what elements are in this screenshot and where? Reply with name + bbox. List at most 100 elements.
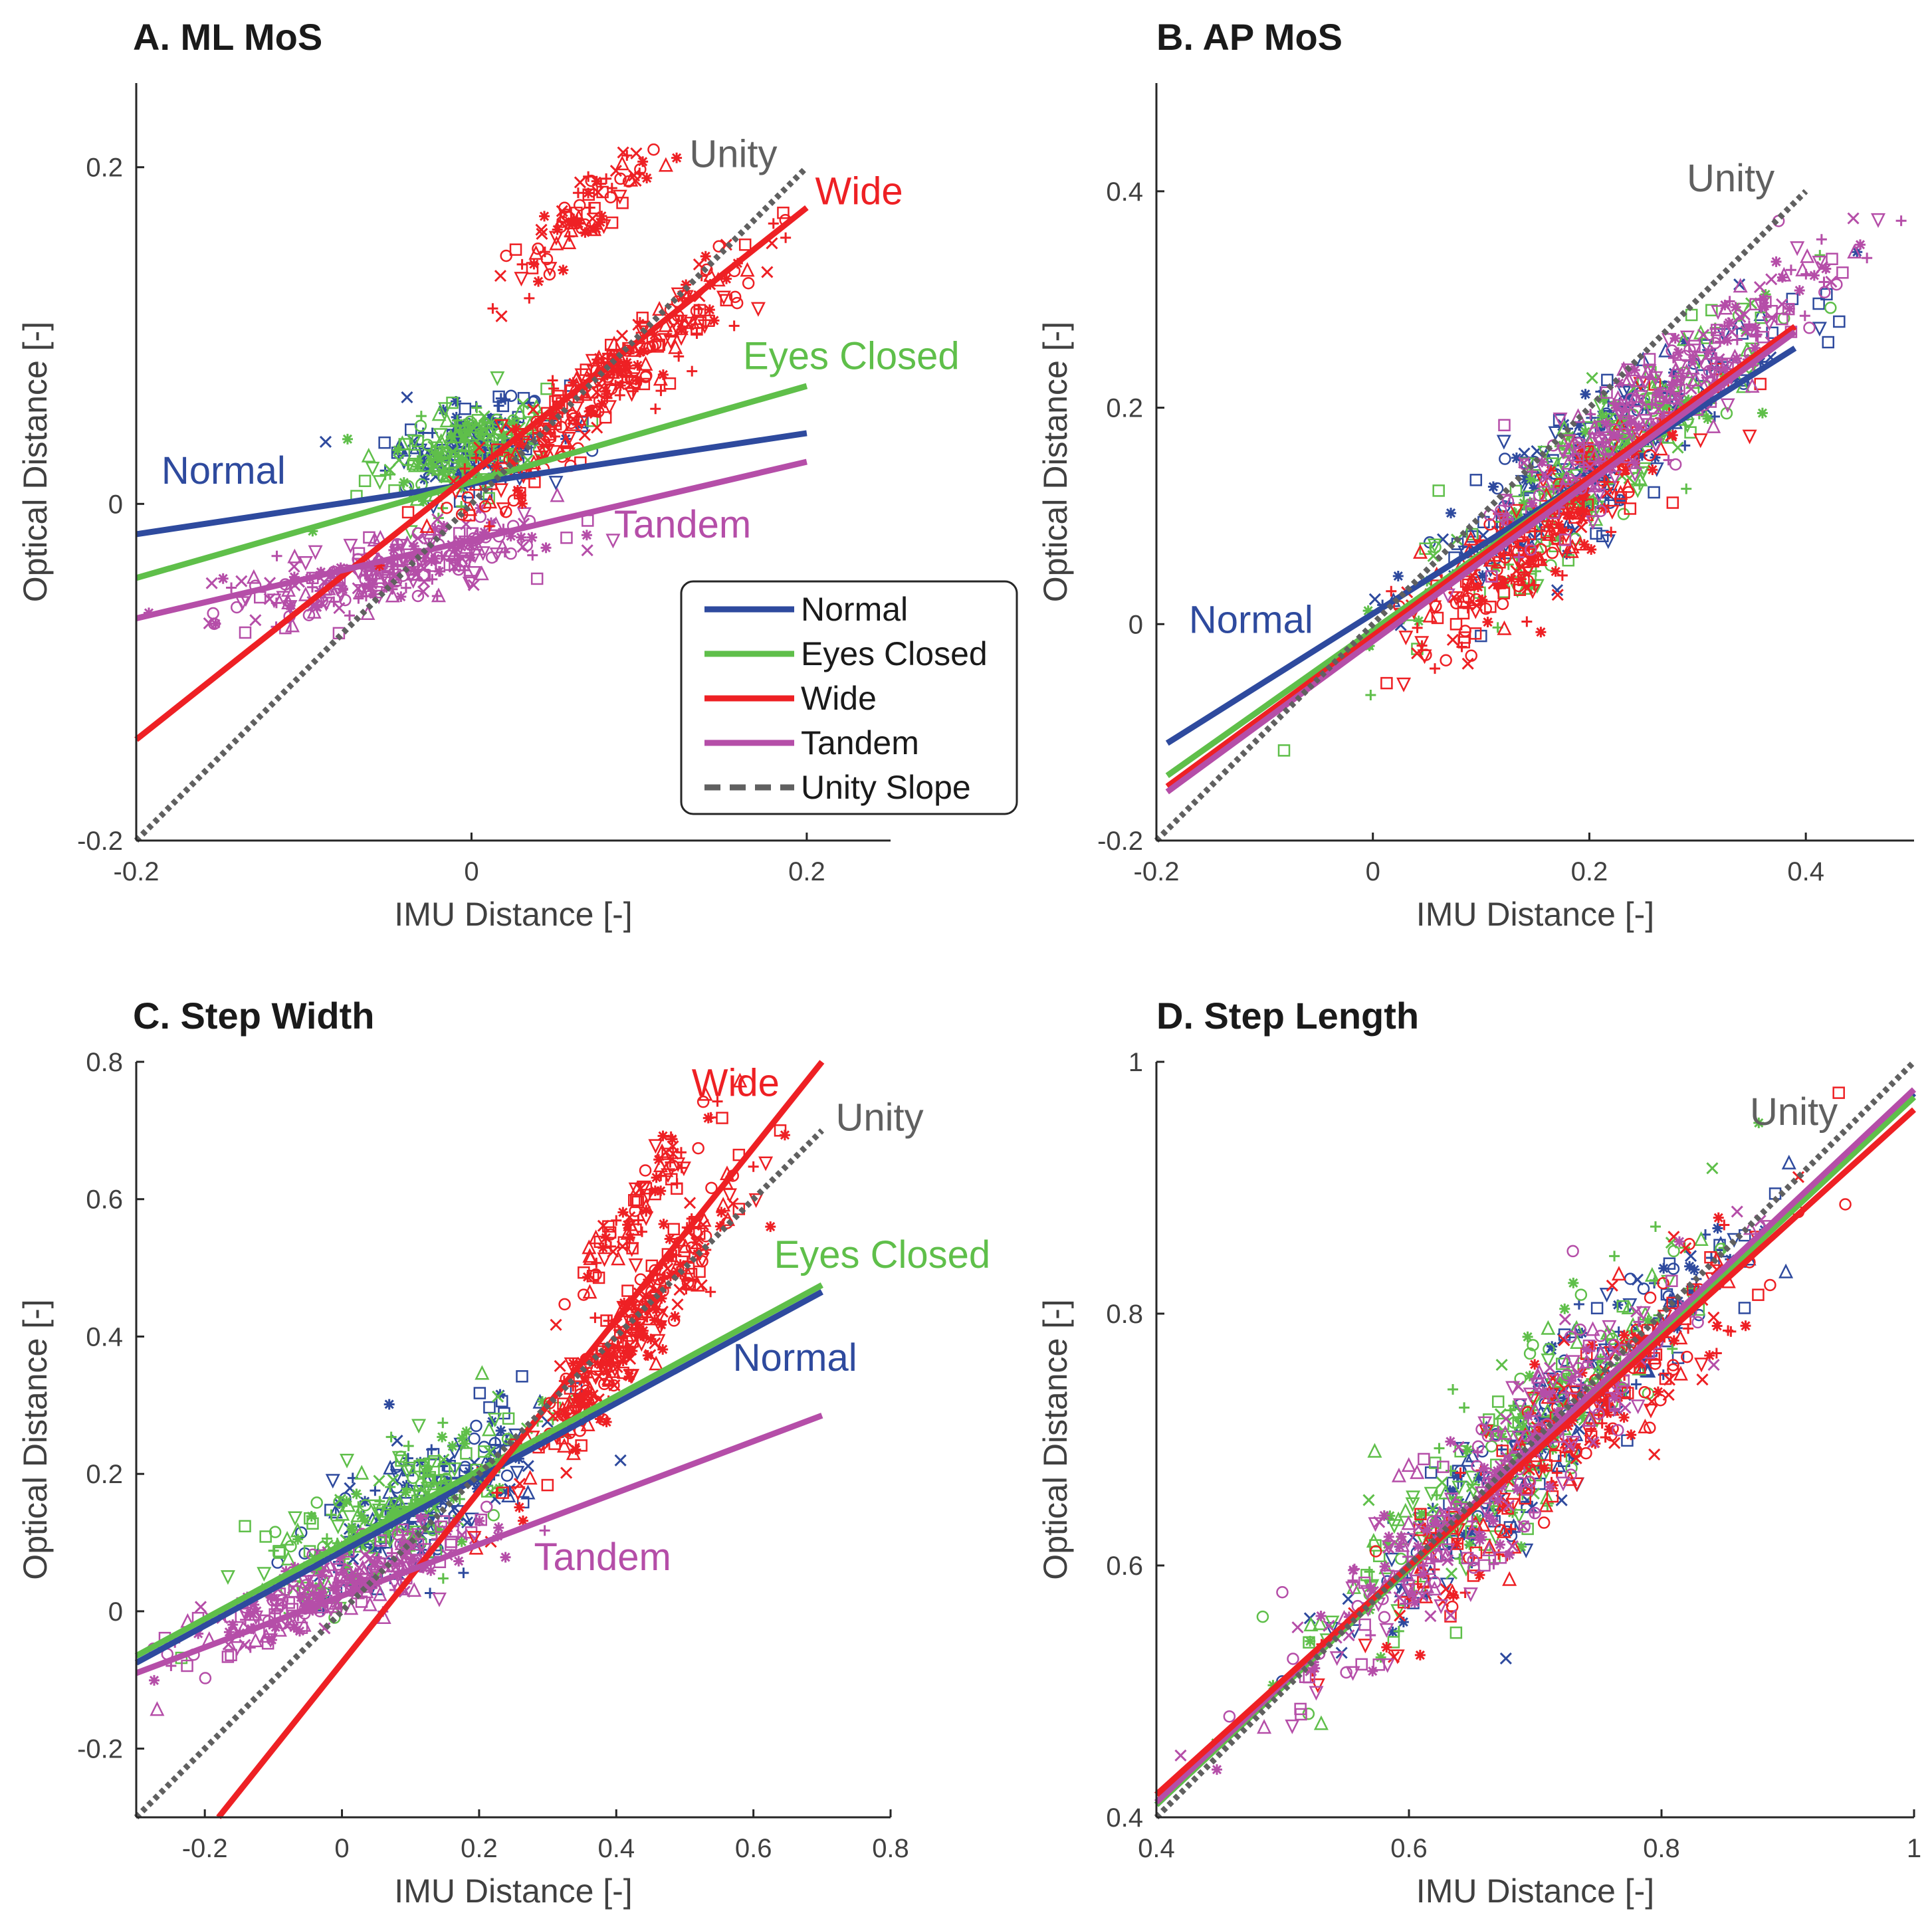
data-point xyxy=(1442,1554,1454,1567)
data-point xyxy=(333,1496,346,1508)
data-point xyxy=(284,600,296,611)
data-point xyxy=(468,1432,481,1445)
data-point xyxy=(1644,1266,1660,1282)
x-tick-label: 0.6 xyxy=(735,1834,772,1863)
data-point xyxy=(1816,260,1828,273)
data-point xyxy=(1432,484,1445,497)
data-point xyxy=(1452,1441,1465,1453)
data-point xyxy=(1668,367,1679,378)
data-point xyxy=(194,1601,207,1613)
data-point xyxy=(1760,289,1771,300)
data-point xyxy=(1561,1372,1572,1383)
data-point xyxy=(1612,407,1628,423)
data-point xyxy=(1597,410,1608,421)
data-point xyxy=(1567,1392,1580,1405)
data-point xyxy=(1564,543,1579,558)
data-point xyxy=(461,1516,474,1529)
data-point xyxy=(475,1365,490,1380)
data-point xyxy=(403,569,419,584)
data-point xyxy=(1566,1375,1577,1386)
data-point xyxy=(1630,1399,1646,1415)
x-axis-title: IMU Distance [-] xyxy=(1416,1872,1654,1910)
data-point xyxy=(667,1314,681,1327)
data-point xyxy=(457,1433,468,1444)
legend-label: Eyes Closed xyxy=(801,635,988,672)
data-point xyxy=(440,502,453,514)
data-point xyxy=(615,330,629,342)
legend-box xyxy=(680,580,1018,815)
data-point xyxy=(1394,1609,1406,1622)
data-point xyxy=(288,1622,300,1633)
data-point xyxy=(473,441,486,454)
data-point xyxy=(1347,1575,1358,1586)
data-point xyxy=(728,290,742,304)
data-point xyxy=(556,215,569,229)
data-point xyxy=(624,387,639,402)
data-point xyxy=(1630,1379,1642,1390)
data-point xyxy=(1392,570,1404,581)
data-point xyxy=(378,436,391,449)
data-point xyxy=(598,1377,611,1391)
data-point xyxy=(1418,1453,1430,1466)
data-point xyxy=(1277,744,1291,757)
data-point xyxy=(1784,303,1795,314)
data-point xyxy=(620,344,633,357)
data-point xyxy=(1750,322,1761,334)
data-point xyxy=(1673,347,1684,358)
data-point xyxy=(1502,1499,1515,1512)
data-point xyxy=(1623,391,1638,406)
data-point xyxy=(403,1441,414,1452)
data-point xyxy=(1446,1465,1457,1476)
data-point xyxy=(423,1518,438,1533)
data-point xyxy=(1658,342,1673,357)
data-point xyxy=(298,555,313,571)
data-point xyxy=(597,1242,609,1253)
data-point xyxy=(1342,1593,1354,1605)
data-point xyxy=(438,1463,451,1476)
data-point xyxy=(1605,481,1620,496)
legend-label: Tandem xyxy=(801,724,919,761)
data-point xyxy=(583,187,594,199)
data-point xyxy=(1390,1649,1405,1664)
data-point xyxy=(1519,1544,1534,1559)
data-point xyxy=(1673,1365,1688,1381)
data-point xyxy=(630,147,643,159)
data-point xyxy=(649,1314,661,1326)
data-point xyxy=(1776,272,1788,283)
legend-label: Unity Slope xyxy=(801,769,971,806)
data-point xyxy=(1323,1619,1335,1632)
data-point xyxy=(405,1554,417,1565)
data-point xyxy=(459,463,471,474)
data-point xyxy=(1616,1381,1628,1394)
data-point xyxy=(637,1226,648,1237)
data-point xyxy=(1681,483,1692,494)
data-point xyxy=(1681,1350,1693,1363)
data-point xyxy=(328,1504,343,1519)
data-point xyxy=(1752,1288,1765,1301)
data-point xyxy=(1477,1416,1493,1431)
data-point xyxy=(1383,1531,1394,1542)
data-point xyxy=(1584,1430,1598,1443)
data-point xyxy=(1382,1542,1395,1554)
data-point xyxy=(539,211,550,222)
data-point xyxy=(1413,544,1428,559)
data-point xyxy=(1600,472,1612,483)
data-point xyxy=(1446,1476,1459,1490)
data-point xyxy=(411,589,425,603)
data-point xyxy=(418,496,429,507)
data-point xyxy=(1658,1262,1669,1274)
data-point xyxy=(1524,1370,1535,1381)
data-point xyxy=(656,1293,667,1304)
data-point xyxy=(1581,498,1594,511)
data-point xyxy=(1448,1590,1459,1601)
data-point xyxy=(1551,1457,1566,1472)
data-point xyxy=(1427,1581,1442,1596)
data-point xyxy=(342,433,353,445)
data-point xyxy=(500,1469,514,1482)
data-point xyxy=(684,1197,697,1209)
data-point xyxy=(1628,388,1644,403)
data-point xyxy=(513,439,524,451)
data-point xyxy=(494,1482,505,1494)
data-point xyxy=(1572,453,1584,466)
data-point xyxy=(1384,1510,1396,1522)
